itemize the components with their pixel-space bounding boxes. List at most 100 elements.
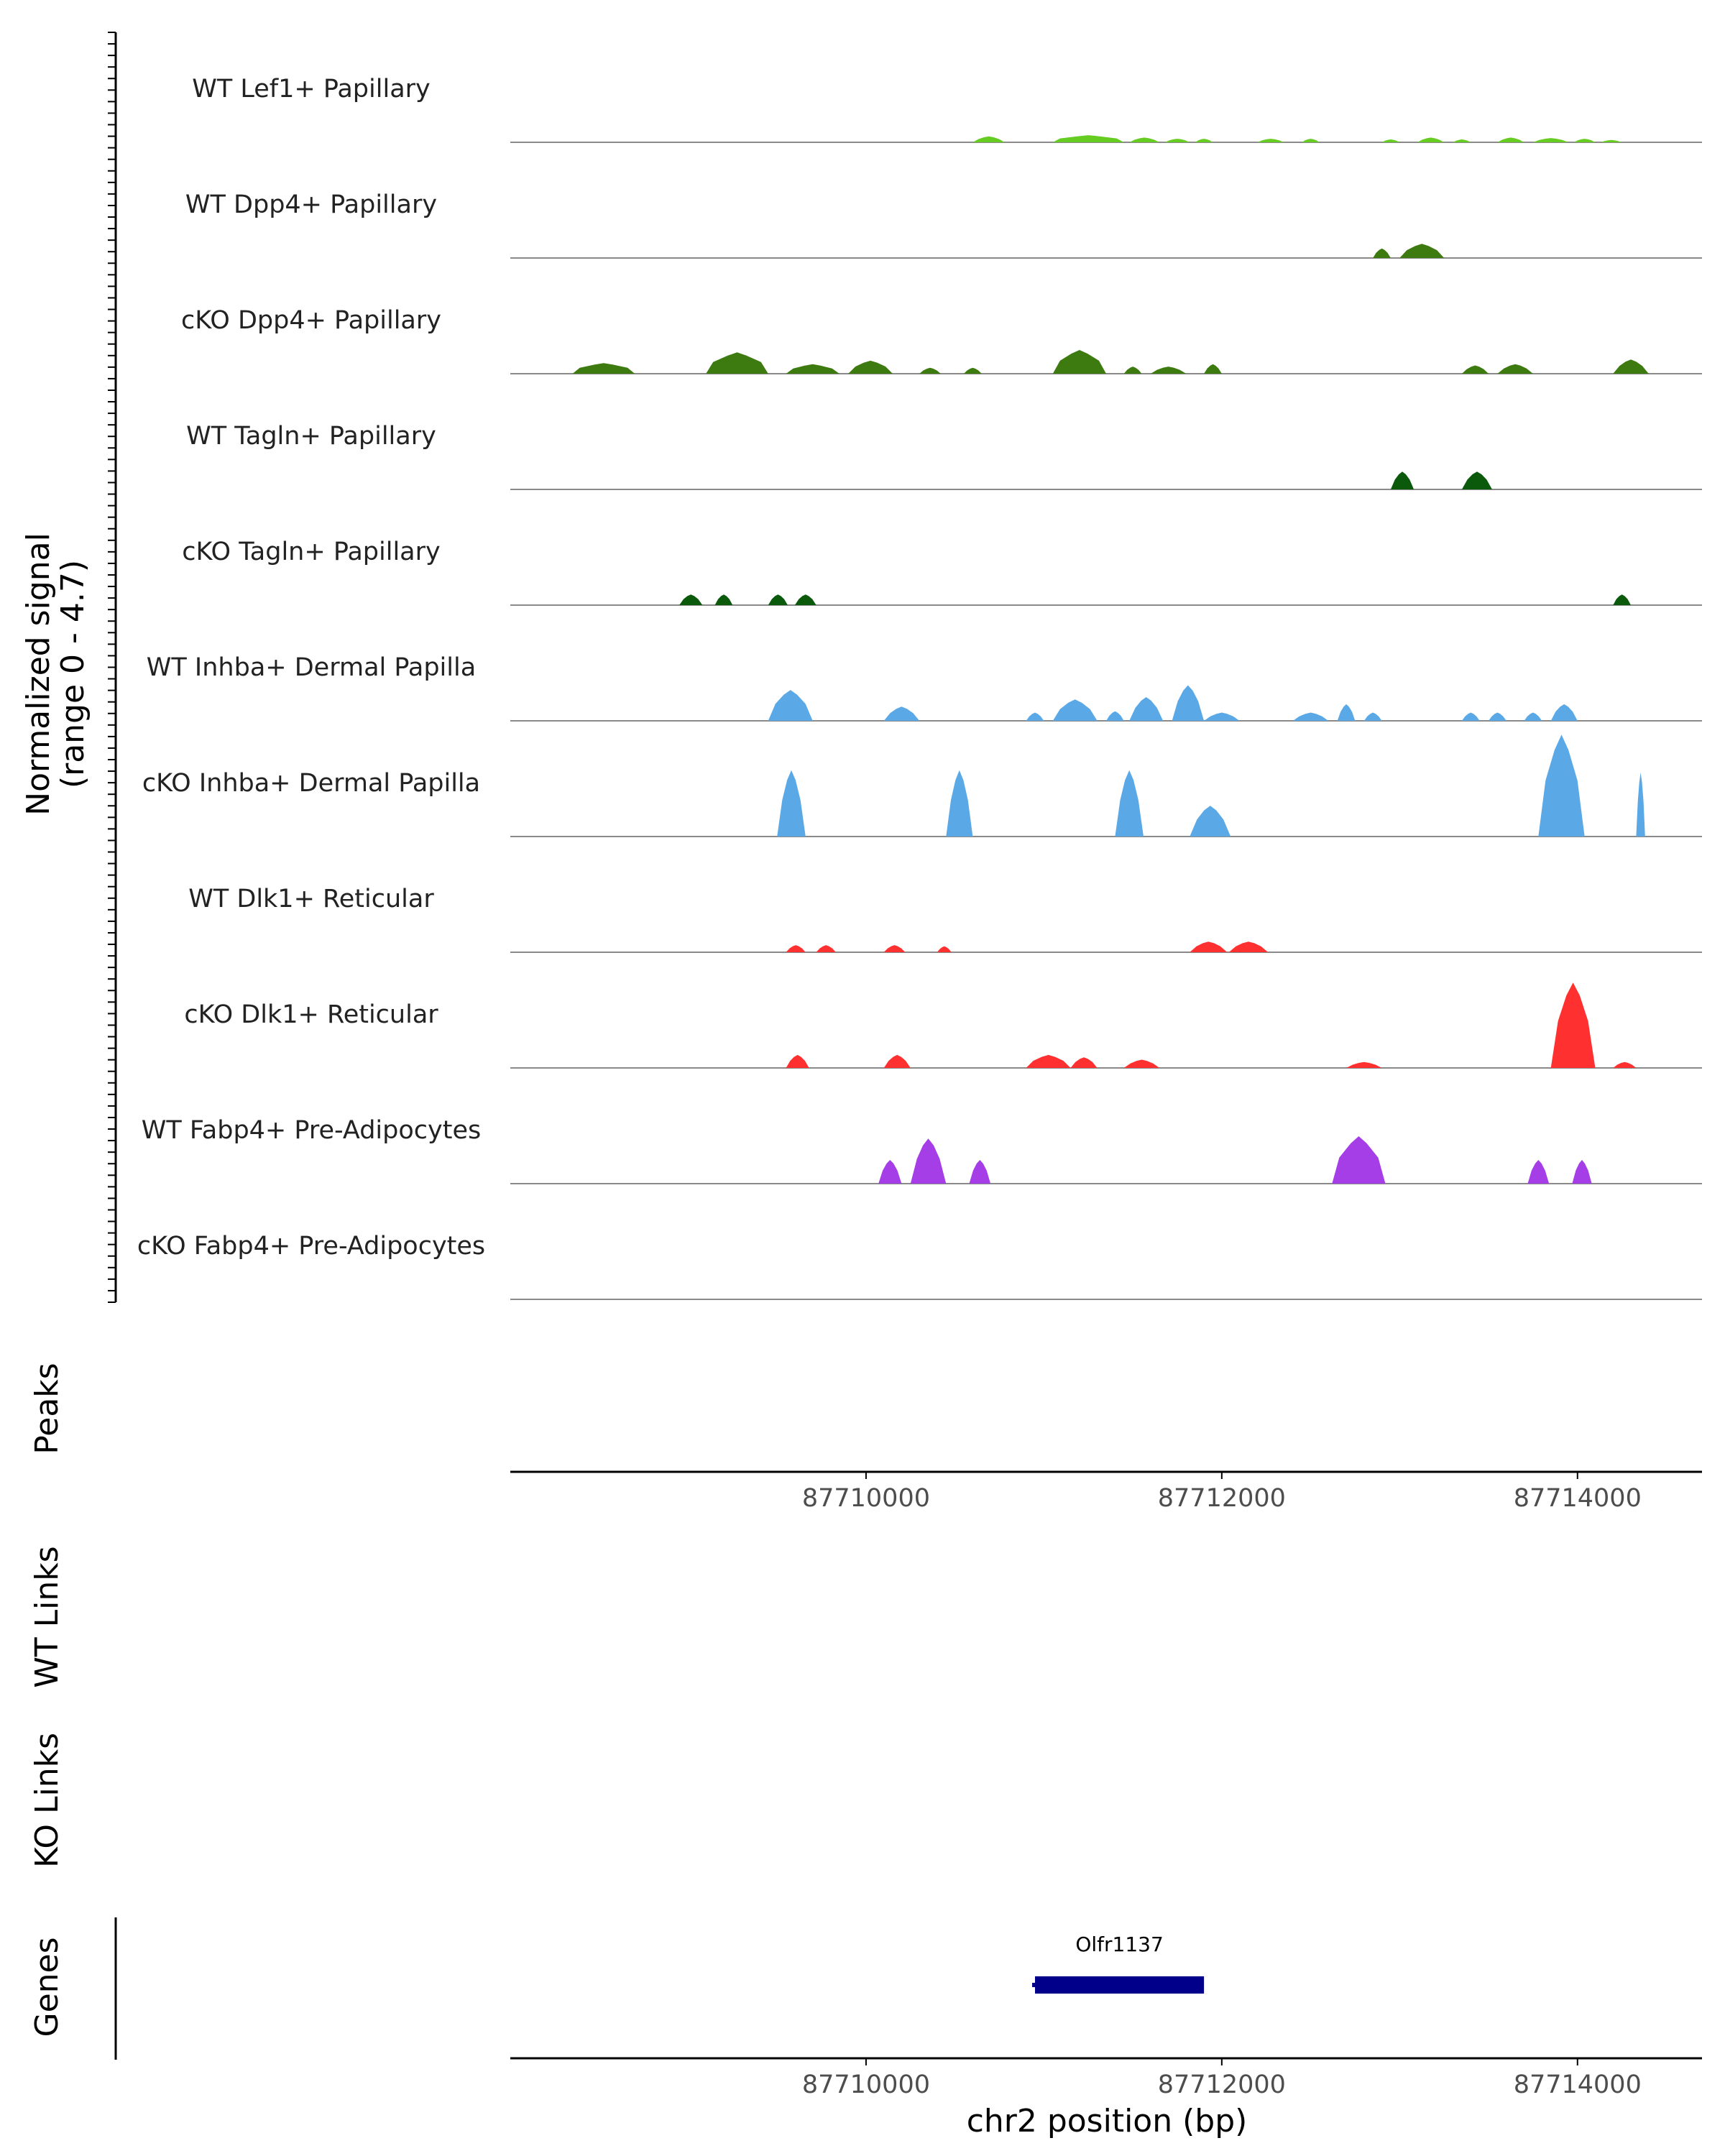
signal-peak <box>878 1160 902 1184</box>
signal-peak <box>1123 367 1142 374</box>
track-label: cKO Fabp4+ Pre-Adipocytes <box>137 1232 485 1261</box>
signal-peak <box>946 770 973 837</box>
track: WT Lef1+ Papillary <box>192 75 1702 143</box>
signal-peak <box>768 594 788 605</box>
signal-y-axis <box>108 32 117 1303</box>
signal-peak <box>883 945 906 952</box>
track-label: cKO Dlk1+ Reticular <box>184 1000 438 1029</box>
signal-peak <box>1399 244 1445 258</box>
signal-peak <box>1190 941 1228 952</box>
signal-peak <box>1461 471 1492 489</box>
signal-peak <box>919 367 941 374</box>
signal-peak <box>1346 1061 1382 1068</box>
signal-peak <box>1573 139 1596 142</box>
genes-panel-label: Genes <box>29 1937 65 2037</box>
signal-peak <box>1417 137 1445 142</box>
signal-peak <box>1302 139 1320 142</box>
signal-peak <box>1026 712 1044 721</box>
signal-peak <box>1497 137 1524 142</box>
wt-links-panel-label: WT Links <box>29 1546 65 1687</box>
signal-peak <box>1489 712 1506 721</box>
signal-peak <box>972 136 1005 142</box>
signal-peak <box>1164 139 1190 142</box>
x-axis-title: chr2 position (bp) <box>967 2103 1248 2139</box>
signal-peak <box>786 364 840 374</box>
x-tick-label: 87712000 <box>1158 2070 1286 2099</box>
signal-peak <box>816 945 836 952</box>
signal-peak <box>1195 139 1213 142</box>
signal-peak <box>1052 699 1098 721</box>
signal-peak <box>1052 135 1124 142</box>
signal-peak <box>848 360 893 374</box>
signal-peak <box>1115 770 1144 837</box>
track-label: cKO Tagln+ Papillary <box>182 538 441 566</box>
signal-peak <box>1572 1160 1592 1184</box>
track: cKO Dlk1+ Reticular <box>184 982 1702 1069</box>
genes-x-axis: 87710000 87712000 87714000 <box>510 2057 1702 2099</box>
track-label: cKO Dpp4+ Papillary <box>181 306 441 335</box>
signal-peak <box>1613 359 1649 374</box>
gene-track: Olfr1137 <box>1032 1932 1205 1994</box>
track-label: WT Fabp4+ Pre-Adipocytes <box>142 1116 481 1145</box>
signal-peak <box>1172 685 1205 721</box>
coverage-tracks: WT Lef1+ Papillary WT Dpp4+ Papillary cKO … <box>137 75 1702 1300</box>
signal-peak <box>1129 697 1164 721</box>
peaks-x-axis: 87710000 87712000 87714000 <box>510 1470 1702 1513</box>
signal-peak <box>883 1054 911 1068</box>
track: WT Fabp4+ Pre-Adipocytes <box>142 1116 1702 1184</box>
x-tick-label: 87714000 <box>1514 1484 1642 1513</box>
gene-label: Olfr1137 <box>1075 1932 1163 1956</box>
signal-peak <box>1381 139 1400 142</box>
gene-body <box>1035 1976 1205 1994</box>
signal-peak <box>1532 138 1569 142</box>
track: cKO Inhba+ Dermal Papilla <box>142 734 1702 837</box>
track: WT Dlk1+ Reticular <box>188 885 1702 953</box>
signal-peak <box>572 363 635 374</box>
track: WT Tagln+ Papillary <box>186 422 1702 490</box>
signal-peak <box>1257 139 1284 142</box>
track-label: WT Tagln+ Papillary <box>186 422 436 451</box>
track: WT Inhba+ Dermal Papilla <box>147 653 1702 722</box>
peaks-panel-label: Peaks <box>29 1363 65 1454</box>
signal-peak <box>1636 773 1645 837</box>
signal-peak <box>1070 1057 1098 1068</box>
signal-peak <box>1106 711 1124 721</box>
signal-peak <box>1550 982 1596 1068</box>
signal-peak <box>1373 248 1391 258</box>
signal-y-axis-title-line2: (range 0 - 4.7) <box>55 560 91 788</box>
track: cKO Fabp4+ Pre-Adipocytes <box>137 1232 1702 1300</box>
signal-peak <box>1204 712 1240 721</box>
signal-peak <box>768 690 813 721</box>
signal-peak <box>1129 137 1160 142</box>
signal-peak <box>1332 1136 1386 1184</box>
signal-peak <box>1524 712 1542 721</box>
signal-peak <box>794 594 816 605</box>
signal-peak <box>1204 364 1222 374</box>
signal-peak <box>1497 364 1533 374</box>
signal-peak <box>1150 367 1187 374</box>
track-label: WT Dlk1+ Reticular <box>188 885 434 913</box>
signal-peak <box>1600 139 1622 142</box>
track-label: WT Dpp4+ Papillary <box>185 190 437 219</box>
track-label: cKO Inhba+ Dermal Papilla <box>142 769 480 798</box>
signal-peak <box>786 945 806 952</box>
signal-peak <box>964 367 982 374</box>
signal-peak <box>706 352 768 374</box>
signal-peak <box>1190 806 1231 837</box>
signal-peak <box>714 594 733 605</box>
track: cKO Dpp4+ Papillary <box>181 306 1702 374</box>
x-tick-label: 87712000 <box>1158 1484 1286 1513</box>
track: cKO Tagln+ Papillary <box>182 538 1702 606</box>
signal-peak <box>1538 734 1585 837</box>
signal-peak <box>679 594 703 605</box>
signal-peak <box>1613 1061 1637 1068</box>
signal-peak <box>1337 704 1356 721</box>
signal-peak <box>786 1054 809 1068</box>
signal-peak <box>937 946 952 952</box>
signal-peak <box>1026 1054 1071 1068</box>
signal-peak <box>1390 471 1414 489</box>
track: WT Dpp4+ Papillary <box>185 190 1702 259</box>
signal-peak <box>969 1160 991 1184</box>
track-label: WT Inhba+ Dermal Papilla <box>147 653 476 682</box>
signal-peak <box>1613 594 1631 605</box>
